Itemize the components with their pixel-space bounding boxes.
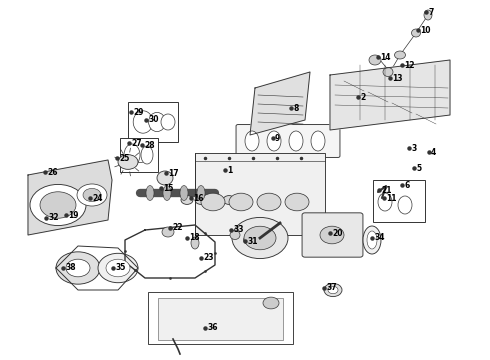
- Text: 36: 36: [207, 324, 218, 333]
- Ellipse shape: [398, 196, 412, 214]
- Circle shape: [40, 192, 76, 218]
- Ellipse shape: [378, 193, 392, 211]
- Circle shape: [285, 193, 309, 211]
- Ellipse shape: [412, 29, 420, 37]
- Text: 20: 20: [332, 229, 343, 238]
- Circle shape: [229, 193, 253, 211]
- Circle shape: [195, 195, 207, 204]
- Text: 11: 11: [386, 194, 396, 202]
- Circle shape: [328, 286, 338, 294]
- Text: 9: 9: [275, 134, 280, 143]
- Text: 16: 16: [193, 194, 203, 202]
- Text: 12: 12: [404, 60, 415, 69]
- Circle shape: [257, 193, 281, 211]
- Circle shape: [232, 217, 288, 258]
- Ellipse shape: [363, 226, 381, 254]
- Circle shape: [118, 155, 138, 169]
- Text: 2: 2: [360, 93, 366, 102]
- Text: 6: 6: [404, 180, 409, 189]
- Text: 1: 1: [227, 166, 232, 175]
- Circle shape: [201, 193, 225, 211]
- Text: 4: 4: [431, 148, 436, 157]
- Polygon shape: [330, 60, 450, 130]
- Ellipse shape: [148, 112, 166, 132]
- Bar: [128, 102, 178, 142]
- Ellipse shape: [157, 171, 173, 185]
- Ellipse shape: [197, 185, 205, 201]
- Circle shape: [77, 184, 107, 206]
- Text: 24: 24: [92, 194, 102, 202]
- Text: 38: 38: [65, 264, 75, 273]
- Text: 3: 3: [411, 144, 416, 153]
- Circle shape: [106, 259, 130, 277]
- Bar: [148, 292, 293, 344]
- Text: 32: 32: [48, 213, 59, 222]
- Ellipse shape: [367, 231, 377, 249]
- Text: 7: 7: [428, 8, 434, 17]
- Ellipse shape: [163, 185, 171, 201]
- Ellipse shape: [230, 230, 240, 239]
- Text: 27: 27: [131, 139, 142, 148]
- Ellipse shape: [289, 131, 303, 151]
- Text: 14: 14: [380, 53, 391, 62]
- Text: 37: 37: [326, 284, 337, 293]
- Text: 19: 19: [68, 211, 78, 220]
- FancyBboxPatch shape: [236, 125, 340, 157]
- Text: 23: 23: [203, 253, 214, 262]
- Text: 34: 34: [374, 234, 385, 243]
- Text: 5: 5: [416, 163, 421, 172]
- Text: 18: 18: [189, 234, 200, 243]
- Circle shape: [324, 283, 342, 297]
- Circle shape: [83, 188, 101, 202]
- Circle shape: [244, 226, 276, 250]
- Text: 22: 22: [172, 224, 183, 233]
- Text: 13: 13: [392, 73, 403, 82]
- Ellipse shape: [369, 55, 381, 65]
- Polygon shape: [250, 72, 310, 135]
- Circle shape: [223, 195, 235, 204]
- Circle shape: [56, 252, 100, 284]
- Text: 8: 8: [293, 104, 298, 113]
- Circle shape: [209, 195, 221, 204]
- Circle shape: [181, 195, 193, 204]
- Bar: [373, 180, 425, 222]
- Text: 21: 21: [381, 185, 392, 194]
- Text: 30: 30: [148, 116, 159, 125]
- Circle shape: [30, 184, 86, 226]
- Circle shape: [98, 253, 138, 283]
- Text: 25: 25: [119, 153, 129, 162]
- Bar: [195, 153, 325, 235]
- Ellipse shape: [133, 111, 153, 133]
- Text: 17: 17: [168, 168, 179, 177]
- Text: 26: 26: [47, 167, 58, 176]
- Text: 15: 15: [163, 184, 173, 193]
- Text: 31: 31: [247, 237, 258, 246]
- Ellipse shape: [180, 185, 188, 201]
- Ellipse shape: [162, 227, 174, 237]
- Text: 10: 10: [420, 26, 431, 35]
- Ellipse shape: [146, 185, 154, 201]
- Text: 35: 35: [115, 264, 125, 273]
- Ellipse shape: [161, 114, 175, 130]
- Text: 33: 33: [233, 225, 244, 234]
- Circle shape: [66, 259, 90, 277]
- Ellipse shape: [124, 144, 140, 166]
- Ellipse shape: [394, 51, 406, 59]
- Circle shape: [263, 297, 279, 309]
- Text: 28: 28: [144, 140, 155, 149]
- Ellipse shape: [244, 236, 252, 244]
- Bar: [158, 298, 283, 340]
- Ellipse shape: [424, 10, 432, 20]
- Ellipse shape: [383, 68, 393, 77]
- Circle shape: [320, 226, 344, 244]
- Text: 29: 29: [133, 108, 144, 117]
- Ellipse shape: [191, 237, 199, 249]
- Ellipse shape: [245, 131, 259, 151]
- Bar: [120, 138, 158, 172]
- Ellipse shape: [311, 131, 325, 151]
- Polygon shape: [28, 160, 112, 235]
- Ellipse shape: [267, 131, 281, 151]
- FancyBboxPatch shape: [302, 213, 363, 257]
